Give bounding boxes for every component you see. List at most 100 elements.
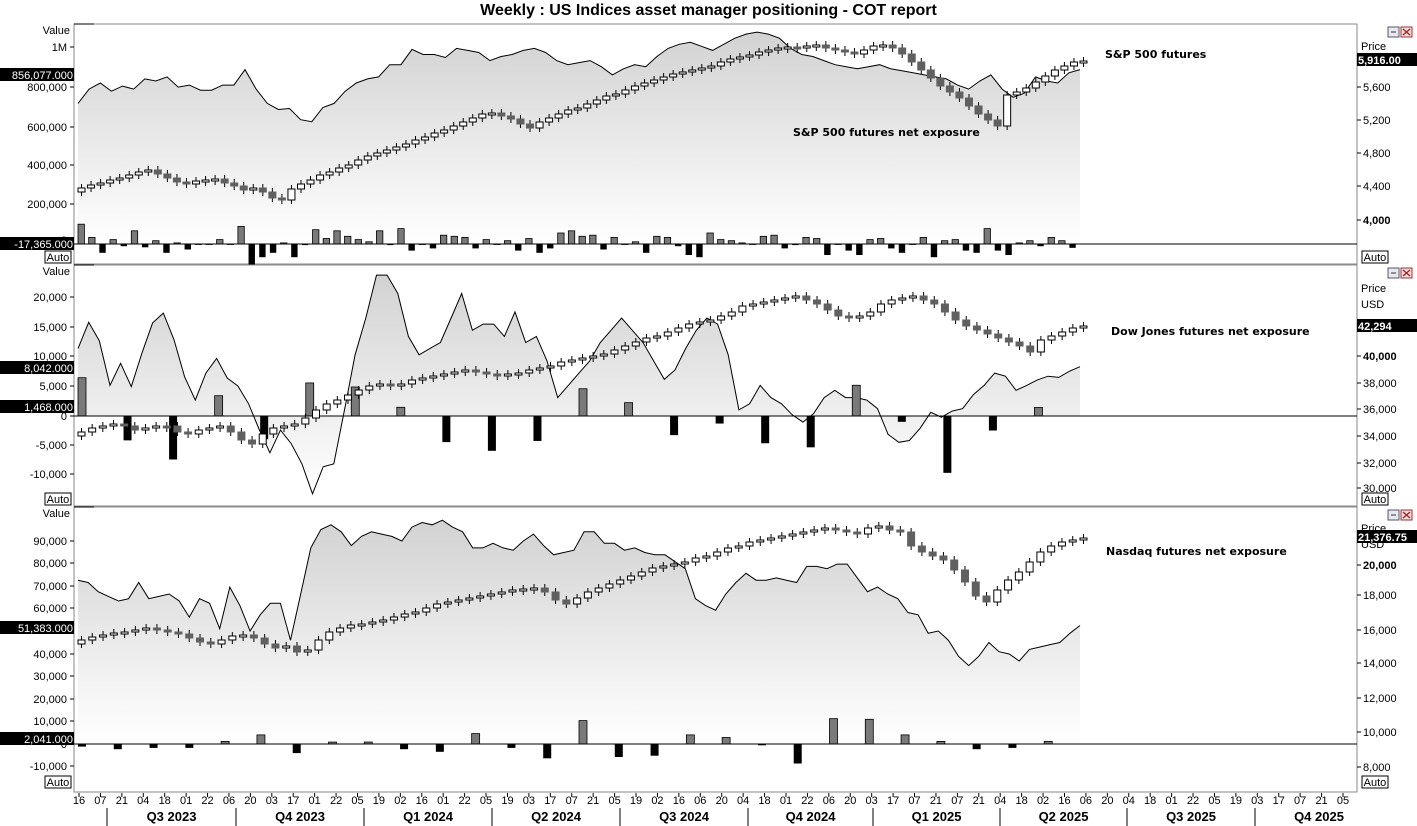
right-axis-tick: 20,000 [1363,560,1397,572]
change-bar [408,244,415,251]
right-axis-tick: 8,000 [1363,762,1391,774]
price-candle [993,119,1002,127]
price-candle [648,567,657,573]
change-bar [141,244,149,248]
left-value-highlight: 8,042.000 [24,363,73,375]
price-candle [392,146,401,151]
price-candle [653,335,662,339]
change-bar [792,244,799,246]
price-candle [669,73,678,78]
price-candle [354,159,363,166]
week-tick-label: 07 [1294,795,1306,807]
right-axis-title: Price [1361,283,1386,295]
price-candle [855,315,864,319]
price-candle [777,535,786,539]
svg-text:Auto: Auto [1364,777,1387,789]
price-candle [192,180,201,185]
price-candle [610,349,619,355]
price-candle [936,77,945,87]
quarter-label: Q3 2024 [659,809,710,824]
price-candle [860,49,869,55]
price-candle [695,321,704,325]
left-axis-tick: 40,000 [33,649,67,661]
change-bar [888,244,895,249]
price-series-label: S&P 500 futures [1105,48,1207,61]
left-value-highlight: 2,041.000 [24,734,73,746]
week-tick-label: 02 [394,795,406,807]
price-candle [717,315,726,321]
auto-scale-right-button[interactable] [1361,492,1389,506]
price-candle [216,425,225,429]
left-axis-tick: 5,000 [39,381,67,393]
price-candle [152,627,161,631]
panel-nasdaq: Value 90,000 80,000 70,000 60,000 40,000 30,00… [0,506,1417,793]
price-candle [152,425,161,429]
change-bar [589,234,597,245]
price-candle [908,295,917,299]
change-bar [951,239,959,245]
right-axis-tick: 34,000 [1363,431,1397,443]
auto-scale-right-button[interactable] [1361,250,1389,264]
change-bar [962,244,970,251]
auto-scale-right-button[interactable] [1361,775,1389,789]
price-candle [335,167,344,173]
change-bar [450,235,458,245]
week-tick-label: 02 [651,795,663,807]
price-candle [277,197,286,201]
price-candle [411,611,420,615]
week-tick-label: 17 [887,795,899,807]
price-candle [578,357,587,361]
change-bar [88,236,96,245]
price-candle [691,557,700,563]
price-candle [239,185,248,191]
change-bar [120,244,128,247]
price-candle [120,423,129,427]
price-candle [153,169,162,175]
change-bar [259,244,266,258]
price-candle [546,365,555,369]
auto-scale-button[interactable] [44,250,72,264]
price-candle [325,631,334,641]
price-candle [844,315,853,319]
change-bar [169,416,178,460]
price-candle [535,121,544,129]
price-candle [173,425,182,433]
price-candle [583,591,592,599]
price-candle [879,44,888,48]
change-bar [1069,244,1076,248]
price-candle [984,113,993,121]
change-bar [291,244,298,258]
change-bar [312,229,320,245]
right-price-highlight: 21,376.75 [1358,532,1407,544]
change-bar [824,244,831,255]
price-candle [230,182,239,187]
week-tick-label: 05 [480,795,492,807]
price-candle [530,587,539,591]
week-tick-label: 03 [1251,795,1263,807]
auto-scale-button[interactable] [44,775,72,789]
left-axis-tick: 600,000 [27,122,67,134]
price-candle [919,295,928,301]
price-candle [735,56,744,60]
price-candle [228,635,237,641]
price-candle [764,49,773,53]
left-axis-title: Value [43,508,70,520]
week-tick-label: 06 [223,795,235,807]
price-candle [592,99,601,105]
price-candle [357,623,366,627]
price-candle [1068,327,1077,333]
right-axis-tick: 4,400 [1363,181,1391,193]
price-candle [226,425,235,433]
price-candle [421,136,430,141]
price-candle [450,371,459,375]
week-tick-label: 01 [180,795,192,807]
auto-scale-button[interactable] [44,492,72,506]
change-bar [653,235,661,245]
price-candle [194,429,203,435]
left-axis-tick: 70,000 [33,581,67,593]
price-candle [1069,61,1078,67]
price-candle [211,178,220,182]
price-candle [125,174,134,179]
price-candle [573,107,582,111]
price-candle [508,589,517,593]
